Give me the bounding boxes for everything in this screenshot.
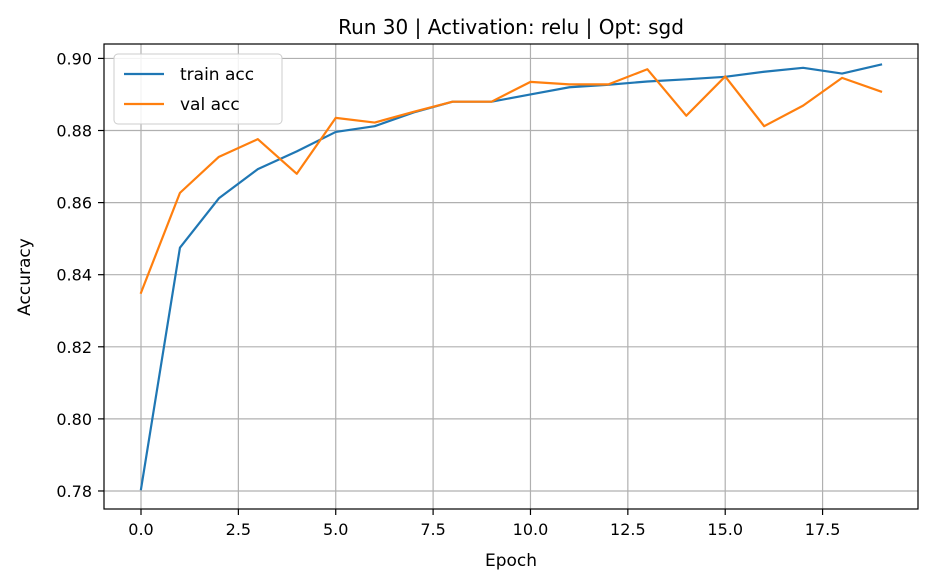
y-tick-label: 0.82 (56, 338, 92, 357)
x-tick-label: 17.5 (805, 520, 841, 539)
series-line-val-acc (139, 68, 883, 295)
legend-label: val acc (180, 95, 240, 115)
x-tick-label: 12.5 (610, 520, 646, 539)
y-axis-ticks: 0.78 0.80 0.82 0.84 0.86 0.88 0.90 (56, 49, 104, 501)
y-tick-label: 0.78 (56, 482, 92, 501)
y-tick-label: 0.80 (56, 410, 92, 429)
x-tick-label: 0.0 (128, 520, 153, 539)
x-tick-label: 7.5 (420, 520, 445, 539)
y-tick-label: 0.86 (56, 194, 92, 213)
x-axis-label: Epoch (485, 551, 537, 571)
legend-box (113, 53, 283, 125)
chart-title: Run 30 | Activation: relu | Opt: sgd (338, 15, 684, 39)
plot-frame (103, 43, 919, 510)
x-tick-label: 15.0 (707, 520, 743, 539)
y-tick-label: 0.88 (56, 122, 92, 141)
x-tick-label: 10.0 (513, 520, 549, 539)
y-tick-label: 0.90 (56, 49, 92, 68)
legend: train acc val acc (113, 53, 283, 125)
grid-lines (104, 44, 918, 509)
y-axis-label: Accuracy (15, 238, 35, 316)
legend-label: train acc (180, 65, 254, 85)
series-line-train-acc (139, 63, 883, 491)
x-tick-label: 2.5 (226, 520, 251, 539)
y-tick-label: 0.84 (56, 266, 92, 285)
x-axis-ticks: 0.0 2.5 5.0 7.5 10.0 12.5 15.0 17.5 (128, 509, 840, 539)
series-lines (139, 63, 883, 491)
x-tick-label: 5.0 (323, 520, 348, 539)
